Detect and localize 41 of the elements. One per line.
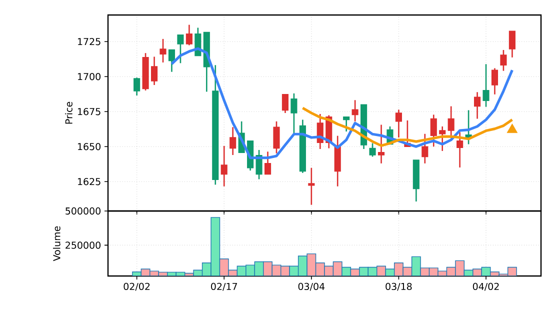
y-axis-title: Price (65, 102, 72, 124)
candlestick (186, 24, 192, 46)
y-tick-label: 500000 (66, 207, 100, 215)
candlestick (168, 49, 176, 72)
candlestick (150, 56, 158, 86)
x-tick-label: 04/02 (472, 282, 499, 291)
candlestick (395, 108, 402, 138)
candlestick (482, 63, 490, 108)
x-tick-label: 03/18 (386, 282, 412, 291)
x-tick-label: 03/04 (298, 282, 325, 291)
y-tick-label: 250000 (66, 242, 100, 249)
candlestick (369, 142, 376, 158)
candlestick (343, 116, 350, 132)
y-tick-label: 1650 (78, 143, 100, 150)
candlestick (177, 34, 184, 64)
y-tick-label: 1625 (78, 178, 100, 186)
candlestick (439, 126, 446, 152)
candlestick (282, 94, 289, 114)
candlestick (273, 120, 280, 154)
candlestick (456, 132, 464, 168)
candlestick (500, 49, 507, 72)
candlestick (508, 30, 516, 58)
candlestick (160, 38, 166, 64)
y-tick-label: 1675 (78, 108, 100, 116)
candlestick (430, 114, 437, 148)
y-axis-title: Volume (52, 226, 60, 262)
candlestick (134, 76, 140, 96)
candlestick (378, 124, 385, 164)
candlestick (264, 150, 272, 175)
x-tick-label: 02/17 (211, 282, 237, 291)
candlestick (422, 133, 428, 164)
y-tick-label: 1725 (78, 38, 100, 46)
candlestick (220, 145, 228, 188)
candlestick (290, 92, 298, 134)
candlestick (308, 167, 315, 206)
candlestick (230, 126, 236, 156)
candlestick (474, 91, 481, 120)
y-tick-label: 1700 (78, 73, 100, 80)
candlestick (352, 99, 358, 122)
x-tick-label: 02/02 (124, 282, 150, 291)
candlestick (491, 68, 498, 96)
